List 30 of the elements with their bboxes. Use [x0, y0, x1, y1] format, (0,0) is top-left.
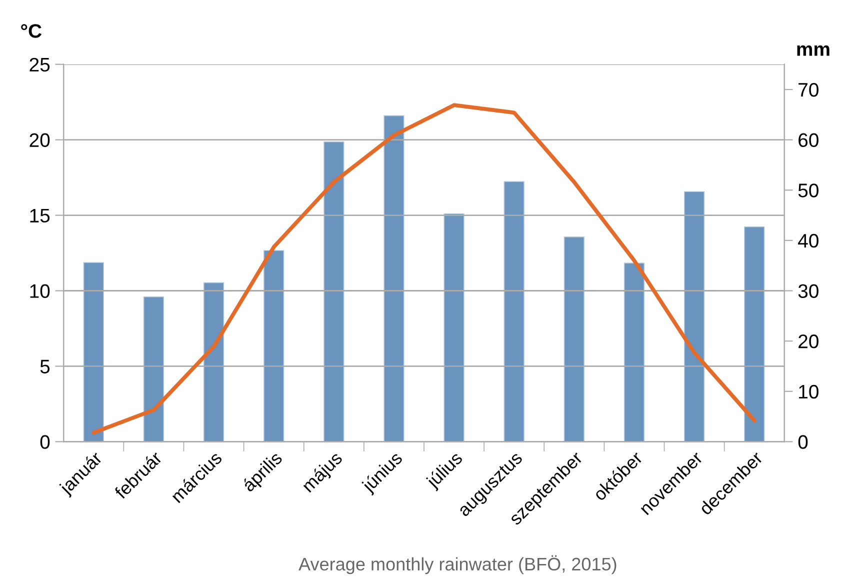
y-axis-title: °C — [21, 24, 42, 38]
text: Average monthly rainwater (BFÖ, 2015) — [298, 555, 616, 574]
y2-tick-label: 70 — [798, 82, 818, 97]
bar — [444, 213, 464, 442]
bar — [564, 236, 584, 442]
bar — [203, 282, 224, 442]
y-tick-label: 15 — [30, 208, 50, 223]
y2-tick-label: 40 — [798, 234, 818, 248]
y-tick-label: 5 — [40, 360, 50, 374]
bar — [684, 191, 705, 442]
bar — [624, 262, 645, 442]
y2-tick-label: 30 — [798, 284, 818, 298]
y-tick-label: 10 — [30, 284, 50, 298]
y-tick-label: 0 — [40, 435, 50, 449]
bar — [264, 250, 284, 442]
y2-axis-title: mm — [797, 45, 830, 56]
y2-tick-label: 0 — [798, 435, 808, 449]
y2-tick-label: 60 — [798, 133, 818, 148]
bar — [744, 226, 765, 442]
y-tick-label: 25 — [30, 58, 50, 72]
bar — [324, 141, 344, 442]
bar — [83, 262, 104, 442]
y2-tick-label: 50 — [798, 184, 818, 198]
y-tick-label: 20 — [30, 133, 50, 148]
y2-tick-label: 10 — [799, 384, 818, 399]
y2-tick-label: 20 — [798, 334, 818, 348]
line-series — [92, 103, 756, 435]
bar — [504, 181, 524, 442]
bar — [143, 296, 164, 442]
bar — [384, 115, 404, 442]
